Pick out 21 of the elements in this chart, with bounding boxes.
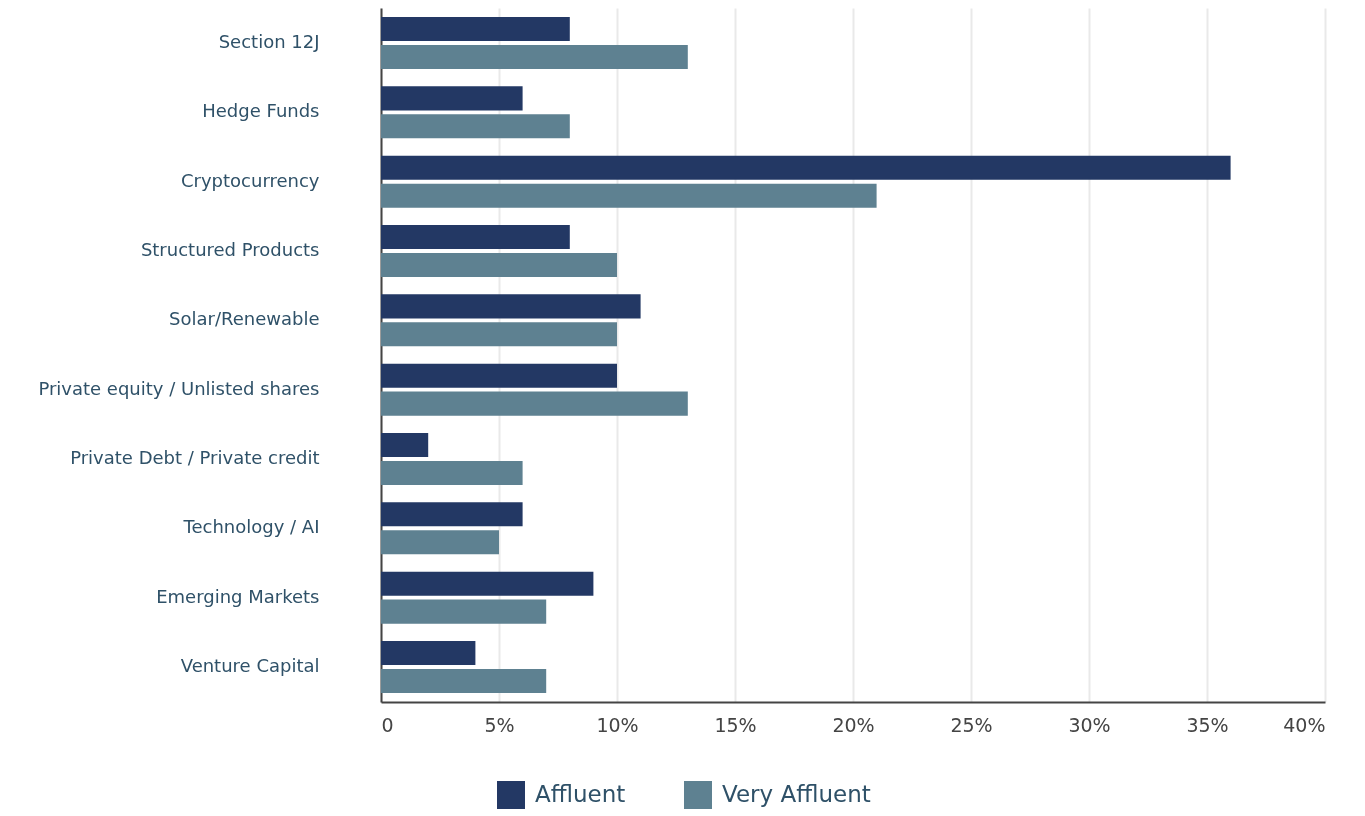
y-tick-label: Cryptocurrency bbox=[180, 169, 320, 191]
x-tick-label: 35% bbox=[1186, 713, 1229, 736]
y-tick-label: Structured Products bbox=[140, 239, 320, 260]
x-tick-label: 25% bbox=[950, 713, 993, 736]
legend-label: Very Affluent bbox=[722, 781, 871, 807]
y-tick-label: Solar/Renewable bbox=[169, 308, 320, 330]
x-tick-label: 10% bbox=[596, 713, 639, 736]
y-tick-label: Venture Capital bbox=[180, 654, 320, 676]
x-tick-label: 15% bbox=[714, 713, 757, 736]
x-tick-label: 40% bbox=[1283, 713, 1326, 736]
y-tick-label: Technology / AI bbox=[182, 516, 320, 538]
y-tick-label: Section 12J bbox=[218, 31, 320, 53]
y-tick-label: Private equity / Unlisted shares bbox=[38, 377, 320, 399]
x-tick-label: 5% bbox=[484, 713, 515, 736]
x-tick-label: 0 bbox=[381, 713, 394, 736]
y-tick-label: Emerging Markets bbox=[156, 585, 320, 607]
x-tick-label: 20% bbox=[832, 713, 875, 736]
legend-label: Affluent bbox=[535, 781, 626, 807]
y-tick-label: Hedge Funds bbox=[202, 100, 320, 122]
x-tick-label: 30% bbox=[1068, 713, 1111, 736]
y-tick-label: Private Debt / Private credit bbox=[70, 447, 320, 468]
